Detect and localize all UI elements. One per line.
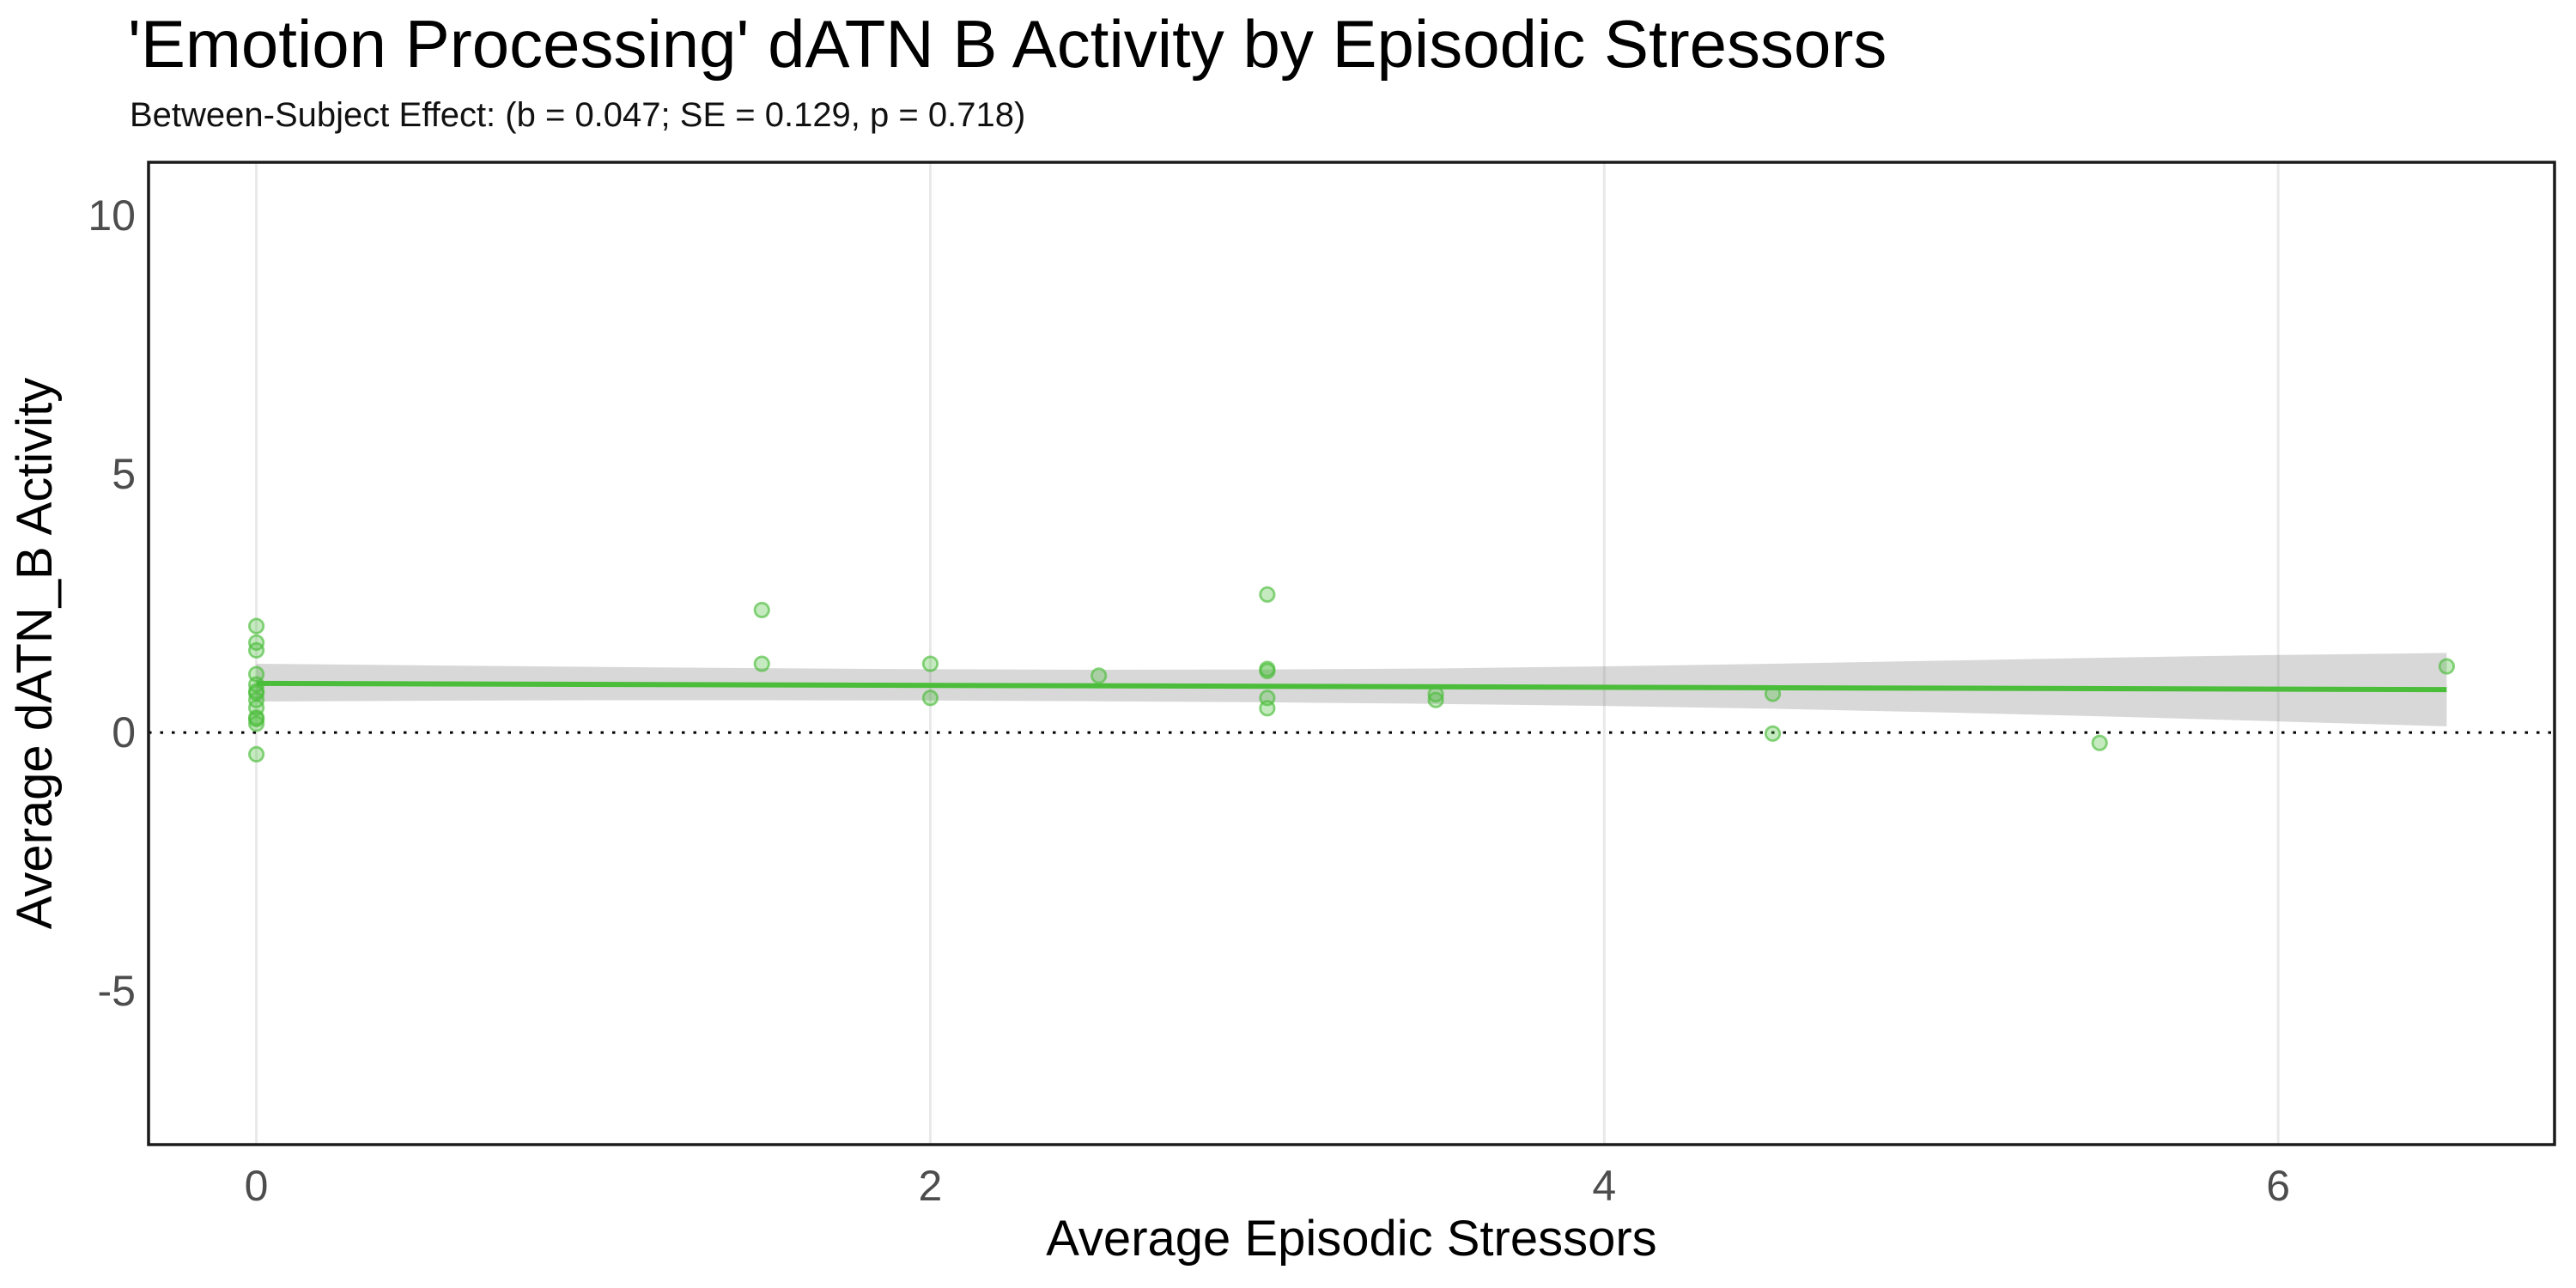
x-tick-label: 0 (245, 1162, 269, 1210)
x-axis-title: Average Episodic Stressors (1046, 1211, 1656, 1267)
chart-title: 'Emotion Processing' dATN B Activity by … (128, 6, 1886, 82)
y-tick-label: 0 (112, 708, 136, 756)
x-tick-label: 6 (2266, 1162, 2290, 1210)
data-point (247, 641, 265, 659)
data-point (2091, 734, 2108, 751)
data-point (1764, 685, 1782, 702)
panel-background (149, 162, 2555, 1145)
confidence-band (256, 653, 2447, 726)
data-point (2438, 658, 2456, 675)
data-point (1259, 700, 1276, 717)
plot-panel: 0 2 4 6 10 5 0 -5 (88, 161, 2556, 1210)
chart-subtitle: Between-Subject Effect: (b = 0.047; SE =… (130, 96, 1025, 134)
data-point (1427, 691, 1444, 708)
y-axis-title: Average dATN_B Activity (7, 378, 63, 930)
x-tick-label: 4 (1592, 1162, 1616, 1210)
data-point (247, 710, 265, 728)
y-tick-label: 10 (88, 191, 136, 240)
data-point (247, 715, 265, 732)
data-point (1259, 586, 1276, 603)
y-tick-label: -5 (98, 967, 136, 1015)
data-point (1427, 685, 1444, 703)
panel-border (147, 161, 2556, 1146)
data-point (753, 655, 770, 672)
data-point (921, 655, 939, 672)
data-point (1259, 662, 1276, 680)
data-point (753, 601, 770, 619)
y-tick-label: 5 (112, 450, 136, 498)
trend-line (256, 680, 2447, 693)
data-point (921, 690, 939, 707)
data-point (247, 745, 265, 763)
data-point (1091, 667, 1108, 684)
x-tick-label: 2 (919, 1162, 943, 1210)
data-point (1764, 725, 1782, 742)
data-point (247, 617, 265, 635)
